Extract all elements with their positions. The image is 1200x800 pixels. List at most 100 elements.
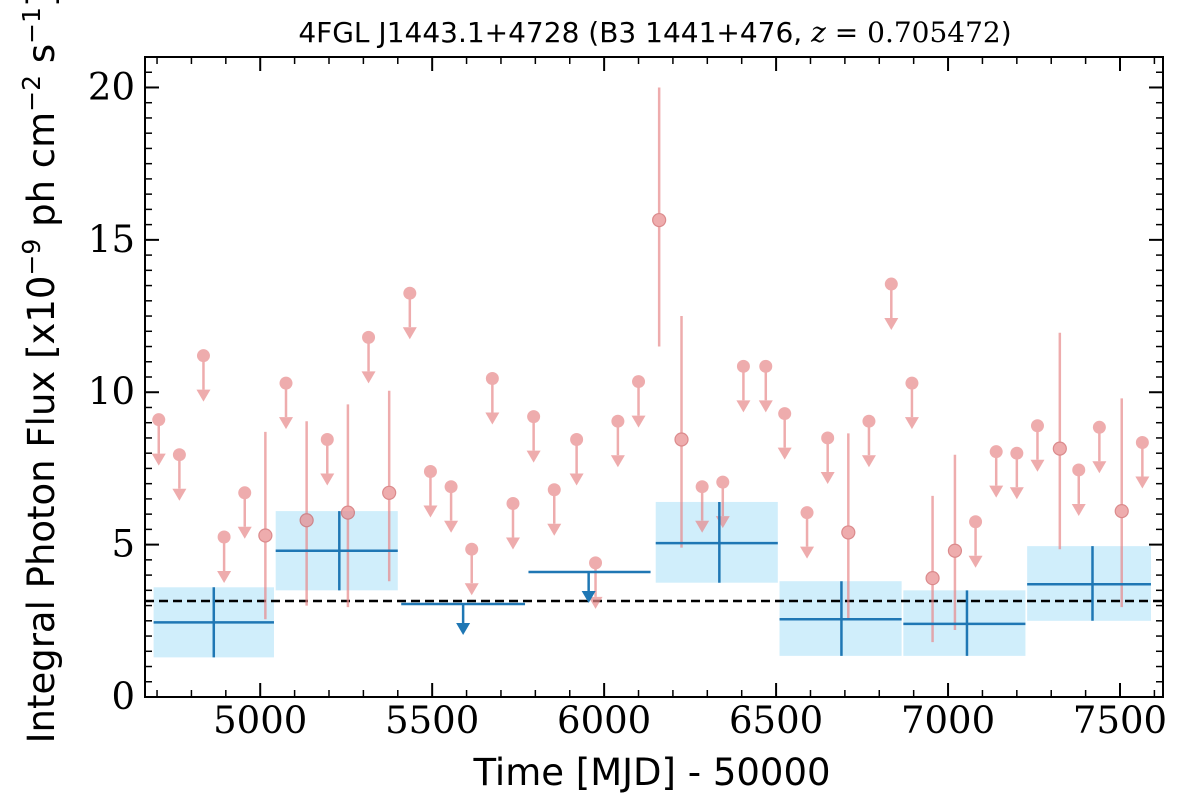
detection-marker	[340, 505, 356, 520]
x-tick-label: 7000	[901, 699, 995, 742]
upper-limit-arrowhead	[1071, 503, 1086, 516]
x-axis-label: Time [MJD] - 50000	[472, 751, 830, 794]
upper-limit-marker	[1030, 419, 1044, 433]
detection-marker	[925, 571, 940, 586]
upper-limit-arrowhead	[485, 412, 500, 425]
upper-limit-marker	[862, 414, 876, 428]
upper-limit-arrowhead	[151, 453, 166, 466]
upper-limit-arrowhead	[777, 447, 792, 460]
upper-limit-arrowhead	[904, 417, 919, 430]
upper-limit-arrowhead	[505, 537, 520, 550]
upper-limit-marker	[884, 277, 898, 291]
short-bin-upper-limit	[736, 359, 751, 413]
upper-limit-marker	[527, 410, 541, 424]
upper-limit-arrowhead	[758, 400, 773, 413]
short-bin-upper-limit	[464, 542, 479, 596]
upper-limit-marker	[800, 506, 814, 520]
upper-limit-marker	[547, 483, 561, 497]
short-bin-upper-limit	[217, 530, 232, 583]
short-bin-detection	[652, 87, 667, 347]
upper-limit-marker	[152, 413, 166, 427]
detection-marker	[258, 528, 273, 543]
detection-marker	[841, 525, 856, 540]
y-tick-label: 0	[111, 675, 135, 718]
long-bin-upper-limit	[401, 602, 526, 636]
upper-limit-marker	[570, 432, 584, 446]
x-tick-label: 7500	[1073, 699, 1167, 742]
upper-limit-arrowhead	[526, 450, 541, 463]
short-bin-detection	[1114, 398, 1129, 608]
upper-limit-arrowhead	[172, 488, 187, 501]
upper-limit-arrowhead	[217, 571, 232, 583]
short-bin-upper-limit	[968, 515, 983, 568]
upper-limit-arrowhead	[820, 471, 835, 484]
short-bin-upper-limit	[904, 376, 919, 430]
upper-limit-arrowhead	[402, 327, 417, 340]
upper-limit-marker	[821, 431, 835, 445]
upper-limit-marker	[362, 330, 376, 344]
upper-limit-arrowhead	[1092, 461, 1107, 474]
long-ul-arrowhead	[581, 591, 596, 604]
upper-limit-marker	[217, 530, 231, 544]
short-bin-detection	[947, 454, 963, 630]
detection-marker	[382, 485, 397, 500]
short-bin-upper-limit	[320, 432, 335, 486]
upper-limit-arrowhead	[444, 520, 459, 533]
upper-limit-arrowhead	[423, 505, 438, 518]
upper-limit-marker	[589, 556, 603, 570]
y-axis-label: Integral Photon Flux [x10−9 ph cm−2 s−1]	[17, 0, 63, 743]
short-bin-upper-limit	[172, 448, 187, 501]
upper-limit-arrowhead	[569, 473, 584, 486]
upper-limit-arrowhead	[1135, 476, 1150, 489]
short-bin-upper-limit	[989, 445, 1004, 498]
upper-limit-marker	[279, 376, 293, 390]
short-bin-upper-limit	[151, 413, 166, 466]
upper-limit-marker	[632, 375, 646, 389]
short-bin-upper-limit	[861, 414, 876, 468]
x-tick-label: 5000	[213, 699, 307, 742]
short-bin-upper-limit	[361, 330, 376, 384]
upper-limit-marker	[238, 486, 252, 500]
long-bin-detection	[903, 590, 1026, 656]
upper-limit-marker	[611, 414, 625, 428]
short-bin-upper-limit	[526, 410, 541, 463]
long-bin-detection	[275, 511, 398, 591]
short-bin-upper-limit	[884, 277, 899, 331]
upper-limit-marker	[485, 372, 499, 386]
upper-limit-marker	[1072, 463, 1086, 477]
y-tick-label: 5	[111, 523, 135, 566]
upper-limit-arrowhead	[968, 555, 983, 568]
upper-limit-marker	[969, 515, 983, 529]
detection-marker	[652, 212, 667, 228]
upper-limit-arrowhead	[800, 546, 815, 559]
upper-limit-arrowhead	[861, 455, 876, 468]
upper-limit-arrowhead	[736, 400, 751, 413]
short-bin-upper-limit	[444, 480, 459, 533]
upper-limit-marker	[196, 349, 210, 363]
detection-marker	[947, 543, 963, 558]
upper-limit-marker	[905, 376, 919, 390]
y-tick-label: 10	[88, 370, 135, 413]
chart-title: 4FGL J1443.1+4728 (B3 1441+476, z = 0.70…	[298, 16, 1011, 49]
long-ul-arrowhead	[456, 623, 471, 636]
upper-limit-marker	[1092, 420, 1106, 434]
upper-limit-arrowhead	[464, 583, 479, 596]
short-bin-detection	[925, 495, 940, 643]
short-bin-upper-limit	[1135, 436, 1150, 489]
upper-limit-arrowhead	[631, 415, 646, 428]
short-bin-upper-limit	[1092, 420, 1107, 474]
detection-marker	[1052, 441, 1067, 456]
upper-limit-arrowhead	[279, 417, 294, 430]
long-bin-detection	[1027, 546, 1151, 621]
upper-limit-arrowhead	[196, 389, 211, 402]
short-bin-upper-limit	[196, 349, 211, 402]
upper-limit-arrowhead	[695, 520, 710, 533]
long-bin-detection	[779, 581, 902, 656]
upper-limit-marker	[320, 432, 334, 446]
short-bin-upper-limit	[423, 464, 438, 518]
upper-limit-marker	[759, 359, 773, 373]
upper-limit-marker	[716, 475, 730, 489]
upper-limit-arrowhead	[237, 526, 252, 539]
short-bin-upper-limit	[569, 432, 584, 486]
